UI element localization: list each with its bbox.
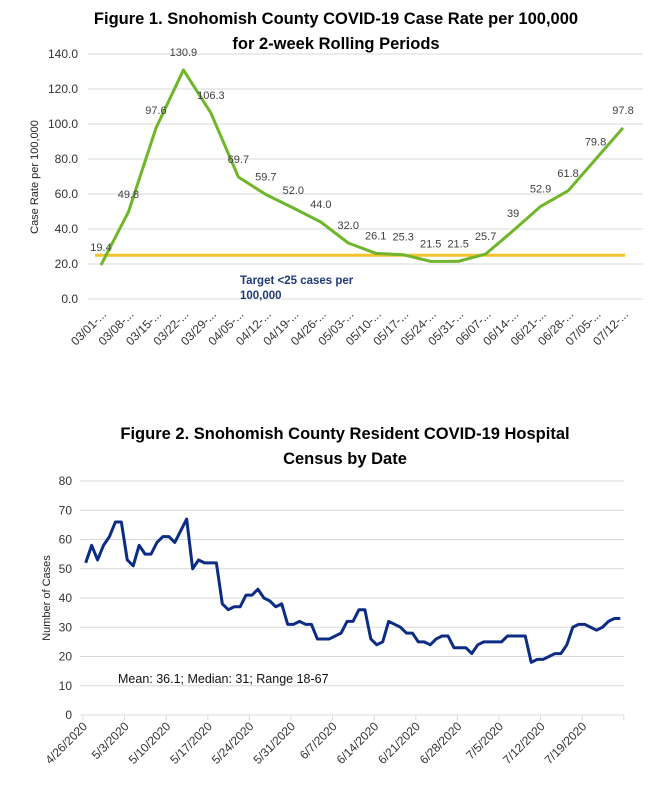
x-tick-label: 6/28/2020 xyxy=(417,719,465,767)
y-tick-label: 80 xyxy=(59,474,73,488)
figure-2: Figure 2. Snohomish County Resident COVI… xyxy=(41,425,625,767)
x-tick-label: 7/5/2020 xyxy=(463,719,506,762)
data-label: 106.3 xyxy=(197,90,225,102)
target-label-line-1: Target <25 cases per xyxy=(240,275,354,287)
y-tick-label: 30 xyxy=(59,620,73,634)
x-tick-label: 5/24/2020 xyxy=(209,719,257,767)
y-tick-label: 140.0 xyxy=(48,47,78,61)
data-label: 52.9 xyxy=(530,183,551,195)
data-label: 32.0 xyxy=(338,220,359,232)
y-tick-label: 20 xyxy=(59,650,73,664)
data-label: 97.8 xyxy=(612,105,633,117)
x-tick-label: 4/26/2020 xyxy=(42,719,90,767)
figure-2-y-axis-label: Number of Cases xyxy=(41,555,53,641)
figure-1-title-line-2: for 2-week Rolling Periods xyxy=(232,35,439,53)
data-label: 21.5 xyxy=(420,238,441,250)
y-tick-label: 50 xyxy=(59,562,73,576)
case-rate-line xyxy=(99,68,625,266)
figure-2-title-line-1: Figure 2. Snohomish County Resident COVI… xyxy=(120,425,569,443)
y-tick-label: 60 xyxy=(59,533,73,547)
y-tick-label: 40 xyxy=(59,591,73,605)
data-label: 21.5 xyxy=(447,238,468,250)
y-tick-label: 40.0 xyxy=(55,222,79,236)
x-tick-label: 5/31/2020 xyxy=(250,719,298,767)
y-tick-label: 0.0 xyxy=(61,292,78,306)
x-tick-label: 6/7/2020 xyxy=(297,719,340,762)
data-label: 19.4 xyxy=(90,242,111,254)
summary-stats-annotation: Mean: 36.1; Median: 31; Range 18-67 xyxy=(118,672,329,686)
x-tick-label: 7/12/2020 xyxy=(500,719,548,767)
figure-2-title-line-2: Census by Date xyxy=(283,450,407,468)
data-label: 44.0 xyxy=(310,199,331,211)
data-label: 52.0 xyxy=(283,185,304,197)
target-label-line-2: 100,000 xyxy=(240,290,282,302)
figure-1: Figure 1. Snohomish County COVID-19 Case… xyxy=(29,10,643,348)
data-label: 39 xyxy=(507,208,519,220)
y-tick-label: 120.0 xyxy=(48,82,78,96)
x-tick-label: 7/19/2020 xyxy=(542,719,590,767)
data-label: 25.3 xyxy=(392,232,413,244)
y-tick-label: 60.0 xyxy=(55,187,79,201)
y-tick-label: 70 xyxy=(59,503,73,517)
data-label: 49.8 xyxy=(118,189,139,201)
y-tick-label: 10 xyxy=(59,679,73,693)
data-label: 61.8 xyxy=(557,168,578,180)
data-label: 59.7 xyxy=(255,172,276,184)
data-label: 69.7 xyxy=(228,154,249,166)
hospital-census-line xyxy=(84,517,621,664)
data-label: 79.8 xyxy=(585,136,606,148)
figure-1-y-axis-label: Case Rate per 100,000 xyxy=(29,120,41,234)
data-label: 130.9 xyxy=(170,47,198,59)
x-tick-label: 5/17/2020 xyxy=(167,719,215,767)
y-tick-label: 100.0 xyxy=(48,117,78,131)
y-tick-label: 80.0 xyxy=(55,152,79,166)
y-tick-label: 20.0 xyxy=(55,257,79,271)
y-tick-label: 0 xyxy=(65,708,72,722)
data-label: 25.7 xyxy=(475,231,496,243)
x-tick-label: 6/21/2020 xyxy=(375,719,423,767)
x-tick-label: 6/14/2020 xyxy=(334,719,382,767)
x-tick-label: 5/3/2020 xyxy=(89,719,132,762)
x-tick-label: 5/10/2020 xyxy=(126,719,174,767)
data-label: 97.6 xyxy=(145,105,166,117)
data-label: 26.1 xyxy=(365,230,386,242)
figure-1-title-line-1: Figure 1. Snohomish County COVID-19 Case… xyxy=(94,10,578,28)
